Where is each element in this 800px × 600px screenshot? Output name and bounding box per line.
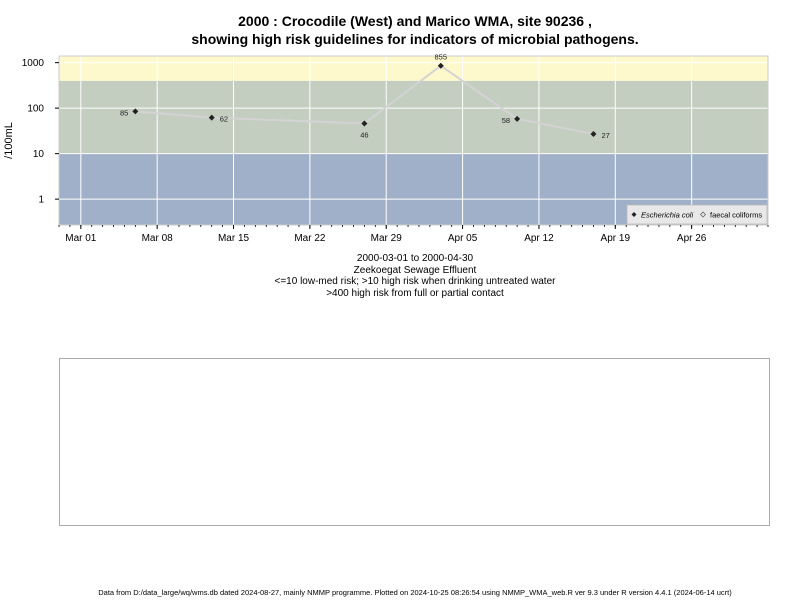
x-tick-label-7: Apr 19	[601, 233, 631, 244]
data-label-ecoli-0: 85	[120, 108, 128, 117]
y-tick-label-1000: 1000	[22, 58, 45, 69]
plot-border	[58, 55, 769, 226]
data-point-ecoli-2	[361, 120, 368, 127]
data-point-ecoli-3	[437, 62, 444, 69]
data-label-ecoli-5: 27	[601, 131, 609, 140]
data-label-ecoli-4: 58	[502, 116, 510, 125]
x-tick-label-4: Mar 29	[371, 233, 403, 244]
risk-band-1	[59, 80, 768, 154]
x-tick-label-3: Mar 22	[294, 233, 326, 244]
y-tick-label-10: 10	[33, 149, 45, 160]
data-point-ecoli-4	[514, 115, 521, 122]
data-label-ecoli-3: 855	[435, 53, 448, 62]
series-line-ecoli	[135, 64, 594, 135]
y-tick-label-1: 1	[38, 195, 44, 206]
x-tick-label-2: Mar 15	[218, 233, 250, 244]
legend-marker-ecoli	[631, 212, 637, 217]
legend-label-ecoli: Escherichia coli	[641, 211, 693, 220]
data-point-ecoli-5	[590, 131, 597, 138]
x-tick-label-0: Mar 01	[65, 233, 97, 244]
site-name-label: Zeekoegat Sewage Effluent	[353, 264, 477, 276]
data-label-ecoli-2: 46	[360, 130, 368, 139]
empty-secondary-panel	[59, 358, 770, 526]
data-point-ecoli-1	[208, 114, 215, 121]
x-tick-label-6: Apr 12	[524, 233, 554, 244]
chart-title-line-1: 2000 : Crocodile (West) and Marico WMA, …	[238, 13, 592, 29]
date-range-label: 2000-03-01 to 2000-04-30	[356, 253, 474, 264]
data-label-ecoli-1: 62	[220, 115, 228, 124]
y-axis-title: /100mL	[3, 122, 15, 159]
legend-label-faecal: faecal coliforms	[710, 211, 762, 220]
legend-marker-faecal	[700, 211, 706, 218]
chart-title-line-2: showing high risk guidelines for indicat…	[191, 31, 639, 47]
x-tick-label-8: Apr 26	[677, 233, 707, 244]
data-source-footer: Data from D:/data_large/wq/wms.db dated …	[98, 588, 732, 597]
risk-band-2	[59, 56, 768, 81]
y-tick-label-100: 100	[27, 104, 44, 115]
x-tick-label-1: Mar 08	[142, 233, 174, 244]
legend-box	[626, 204, 768, 225]
x-tick-label-5: Apr 05	[448, 233, 478, 244]
risk-note-drinking: <=10 low-med risk; >10 high risk when dr…	[274, 276, 556, 287]
risk-note-contact: >400 high risk from full or partial cont…	[326, 287, 504, 299]
data-point-ecoli-0	[132, 108, 139, 115]
